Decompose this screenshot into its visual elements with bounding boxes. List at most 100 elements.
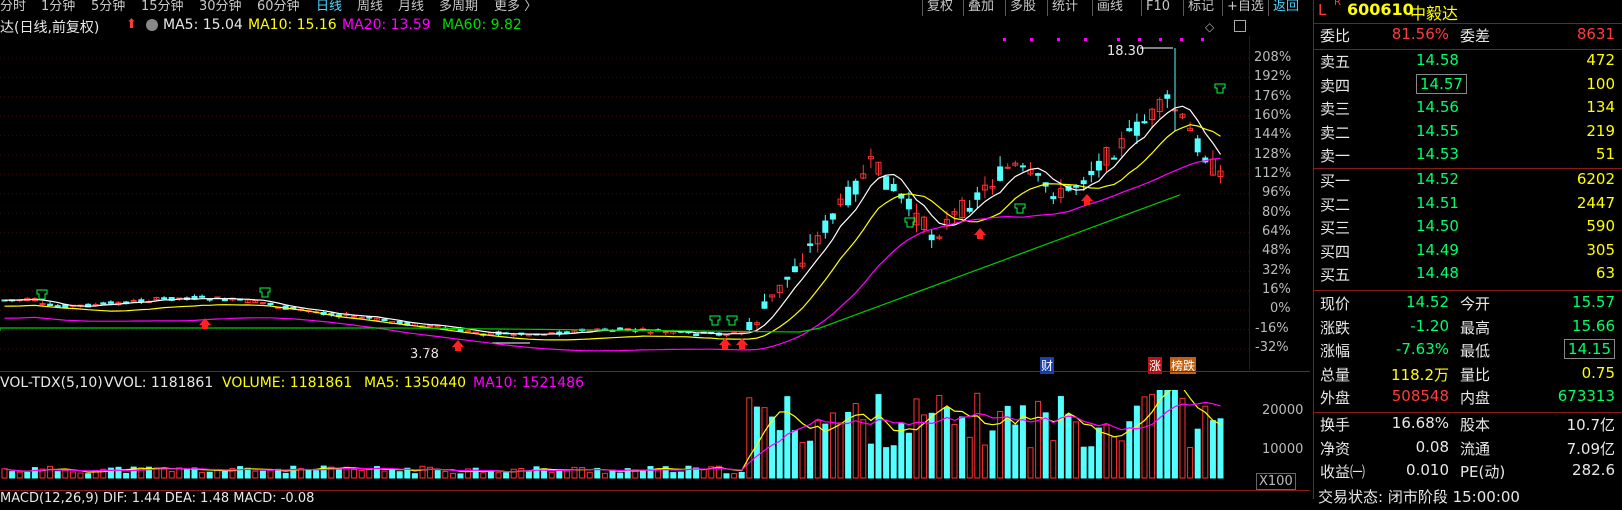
add-watchlist-button[interactable]: +自选 [1222, 0, 1268, 16]
volume-bar [731, 473, 738, 479]
draw-line-button[interactable]: 画线 [1092, 0, 1127, 16]
candle-body [267, 302, 274, 306]
period-tab-1min[interactable]: 1分钟 [41, 0, 76, 14]
candlestick-chart[interactable] [0, 36, 1250, 370]
candle-body [837, 198, 844, 205]
period-tab-minute[interactable]: 分时 [0, 0, 27, 14]
volume-bar [381, 470, 388, 479]
ma60-line [0, 194, 1181, 333]
candle-body [100, 302, 107, 305]
volume-bar [191, 467, 198, 479]
period-tab-15min[interactable]: 15分钟 [141, 0, 184, 14]
volume-bar [1179, 397, 1186, 479]
candle-body [867, 156, 874, 160]
volume-label: VOLUME: 1181861 [222, 375, 353, 391]
fund-row: 净资 0.08 流通 7.09亿 [1314, 438, 1622, 462]
volume-bar [883, 447, 890, 479]
sell-signal-icon [199, 318, 211, 329]
pct-tick: 48% [1262, 243, 1291, 258]
sell-signal-icon [719, 338, 731, 349]
candle-body [510, 333, 517, 337]
volume-bar [419, 465, 426, 479]
candle-body [54, 305, 61, 308]
pct-tick: 160% [1254, 108, 1292, 123]
trade-status-text: 交易状态: 闭市阶段 15:00:00 [1318, 488, 1520, 506]
sell-level-row: 卖五 14.58 472 [1314, 51, 1622, 75]
volume-bar [1035, 400, 1042, 479]
back-button[interactable]: 返回 [1268, 0, 1303, 16]
panel-toggle-icon[interactable] [1234, 20, 1246, 32]
candle-body [199, 295, 206, 298]
volume-bar [738, 471, 745, 479]
stat-label: 量比 [1460, 365, 1491, 384]
period-tab-more[interactable]: 更多 〉 [494, 0, 538, 14]
vol-unit[interactable]: X100 [1256, 473, 1296, 490]
volume-bar [905, 432, 912, 479]
divider [1314, 49, 1622, 50]
stock-name: 中毅达 [1410, 4, 1459, 23]
sell-level-row: 卖四 14.57 100 [1314, 73, 1622, 99]
buy-level-row: 买五 14.48 63 [1314, 264, 1622, 288]
candle-body [974, 192, 981, 200]
candle-body [1050, 196, 1057, 200]
panel-divider [0, 490, 1310, 491]
volume-bar [9, 471, 16, 479]
volume-bar [206, 471, 213, 479]
overlay-button[interactable]: 叠加 [963, 0, 998, 16]
multi-stock-button[interactable]: 多股 [1005, 0, 1040, 16]
volume-bar [487, 471, 494, 479]
buy-level-row: 买四 14.49 305 [1314, 241, 1622, 265]
volume-bar [624, 468, 631, 479]
level-label: 买一 [1320, 172, 1351, 190]
stock-code: 600610 [1347, 0, 1414, 19]
volume-bar [1156, 390, 1163, 479]
volume-bar [776, 430, 783, 479]
candle-body [845, 186, 852, 206]
candle-body [989, 185, 996, 189]
volume-bar [829, 412, 836, 479]
ratio-label: 委比 [1320, 27, 1351, 45]
candle-body [784, 276, 791, 280]
volume-bar [282, 472, 289, 479]
mark-button[interactable]: 标记 [1183, 0, 1218, 16]
f10-button[interactable]: F10 [1141, 0, 1174, 16]
volume-bar [313, 468, 320, 479]
stock-header: L R 600610 中毅达 [1314, 0, 1622, 23]
period-tab-weekly[interactable]: 周线 [357, 0, 384, 14]
volume-bar [753, 406, 760, 479]
stat-value: 15.57 [1572, 293, 1615, 311]
period-tab-5min[interactable]: 5分钟 [91, 0, 126, 14]
event-bang-badge[interactable]: 榜跌 [1170, 357, 1197, 374]
period-tab-daily[interactable]: 日线 [316, 0, 343, 14]
volume-bar [77, 472, 84, 479]
period-tab-60min[interactable]: 60分钟 [257, 0, 300, 14]
volume-bar [1171, 390, 1178, 479]
volume-chart[interactable] [0, 390, 1250, 490]
volume-bar [1012, 424, 1019, 479]
ma-lines [0, 105, 1221, 352]
fq-button[interactable]: 复权 [922, 0, 957, 16]
fund-label: 收益㈠ [1320, 463, 1366, 481]
volume-bar [997, 411, 1004, 479]
ma20-label: MA20: 13.59 [342, 17, 431, 33]
candle-body [221, 299, 228, 302]
volume-bar [358, 469, 365, 479]
volume-bar [1042, 412, 1049, 479]
period-tab-monthly[interactable]: 月线 [398, 0, 425, 14]
fund-label: 流通 [1460, 439, 1491, 458]
event-cai-badge[interactable]: 财 [1040, 357, 1055, 374]
flag-l: L [1318, 1, 1327, 19]
volume-bar [510, 468, 517, 479]
period-tab-30min[interactable]: 30分钟 [199, 0, 242, 14]
trade-status: 交易状态: 闭市阶段 15:00:00 [1314, 486, 1622, 510]
volume-bar [1133, 405, 1140, 479]
candle-body [373, 317, 380, 321]
stats-button[interactable]: 统计 [1047, 0, 1082, 16]
event-zhang-badge[interactable]: 涨 [1148, 357, 1163, 374]
dropdown-circle-icon[interactable] [146, 19, 158, 31]
volume-bar [601, 472, 608, 479]
candle-body [951, 211, 958, 215]
volume-bar [974, 392, 981, 479]
period-tab-multi[interactable]: 多周期 [439, 0, 479, 14]
diamond-icon[interactable]: ◇ [1205, 20, 1215, 34]
